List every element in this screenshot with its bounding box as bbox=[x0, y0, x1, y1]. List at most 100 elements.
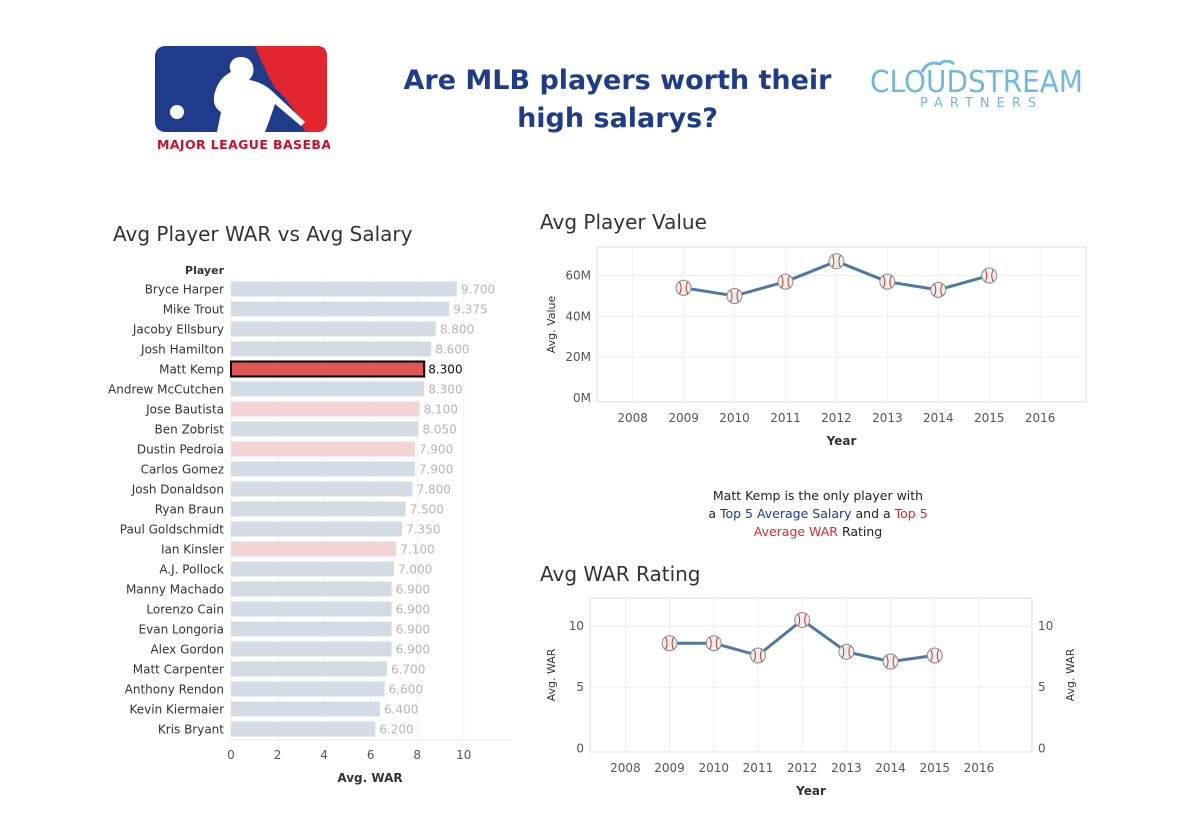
baseball-marker bbox=[879, 273, 896, 290]
baseball-seam bbox=[892, 655, 896, 668]
bar-data-label: 8.300 bbox=[428, 383, 462, 397]
annotation-war-highlight-a: Top 5 bbox=[894, 506, 928, 521]
baseball-seam bbox=[984, 269, 988, 282]
bar-category-header: Player bbox=[185, 264, 225, 277]
x-tick-label: 2015 bbox=[919, 761, 950, 775]
annotation-war-highlight-b: Average WAR bbox=[753, 524, 838, 539]
bar-category-label: Anthony Rendon bbox=[125, 683, 224, 697]
bar-data-label: 8.600 bbox=[435, 343, 469, 357]
baseball-seam bbox=[848, 645, 851, 659]
baseball-marker bbox=[838, 643, 855, 660]
bar-data-label: 6.400 bbox=[384, 703, 418, 717]
bar-category-label: Paul Goldschmidt bbox=[120, 523, 224, 537]
plot-frame bbox=[596, 246, 1087, 403]
bar-category-label: Alex Gordon bbox=[150, 643, 224, 657]
baseball-body bbox=[661, 635, 678, 652]
baseball-body bbox=[828, 253, 845, 270]
x-tick-label: 2009 bbox=[654, 761, 685, 775]
baseball-seam bbox=[753, 649, 756, 662]
baseball-marker bbox=[981, 267, 998, 284]
baseball-body bbox=[749, 647, 766, 664]
x-tick-label: 2014 bbox=[923, 411, 954, 425]
bar bbox=[231, 641, 392, 657]
bar-category-label: Kevin Kiermaier bbox=[129, 703, 224, 717]
y-axis-title: Avg. Value bbox=[545, 295, 558, 353]
x-tick-label: 2013 bbox=[831, 761, 862, 775]
annotation-line3: Average WAR Rating bbox=[660, 523, 976, 541]
bar-data-label: 6.900 bbox=[396, 623, 430, 637]
baseball-seam bbox=[940, 283, 943, 297]
bar-data-label: 9.375 bbox=[453, 303, 487, 317]
bar-category-label: Jacoby Ellsbury bbox=[132, 323, 224, 337]
bar bbox=[231, 481, 413, 497]
y-tick-label-right: 0 bbox=[1038, 741, 1046, 755]
annotation-text: Matt Kemp is the only player with a Top … bbox=[660, 487, 976, 541]
x-tick-label: 2016 bbox=[964, 761, 995, 775]
baseball-body bbox=[777, 273, 794, 290]
annotation-text-a: a bbox=[708, 506, 720, 521]
baseball-seam bbox=[804, 613, 807, 627]
baseball-seam bbox=[665, 636, 668, 650]
baseball-body bbox=[705, 635, 722, 652]
baseball-marker bbox=[675, 279, 692, 296]
x-tick-label: 2015 bbox=[974, 411, 1005, 425]
x-tick-label: 2010 bbox=[719, 411, 750, 425]
bar-category-label: Josh Donaldson bbox=[131, 483, 224, 497]
bar-category-label: Mike Trout bbox=[163, 303, 225, 317]
bar-x-tick-label: 0 bbox=[227, 748, 235, 762]
x-tick-label: 2014 bbox=[875, 761, 906, 775]
y-tick-label: 60M bbox=[565, 269, 591, 283]
bar-data-label: 6.900 bbox=[396, 603, 430, 617]
bar bbox=[231, 461, 415, 477]
baseball-marker bbox=[726, 287, 743, 304]
baseball-marker bbox=[749, 647, 766, 664]
bar-x-tick-label: 10 bbox=[456, 748, 471, 762]
baseball-seam bbox=[889, 275, 892, 288]
bar-category-label: Josh Hamilton bbox=[140, 343, 224, 357]
bar-category-label: Carlos Gomez bbox=[141, 463, 224, 477]
baseball-marker bbox=[926, 647, 943, 664]
bar bbox=[231, 681, 385, 697]
baseball-marker bbox=[661, 635, 678, 652]
x-tick-label: 2013 bbox=[872, 411, 903, 425]
bar bbox=[231, 621, 392, 637]
y-tick-label: 0 bbox=[576, 741, 584, 755]
y-tick-label-right: 10 bbox=[1038, 619, 1053, 633]
x-tick-label: 2010 bbox=[698, 761, 729, 775]
bar-category-label: A.J. Pollock bbox=[159, 563, 224, 577]
bar-x-tick-label: 4 bbox=[320, 748, 328, 762]
bar-category-label: Manny Machado bbox=[126, 583, 224, 597]
bar bbox=[231, 321, 436, 337]
baseball-seam bbox=[882, 275, 886, 288]
baseball-seam bbox=[679, 281, 682, 295]
x-tick-label: 2012 bbox=[787, 761, 818, 775]
y-tick-label: 20M bbox=[565, 350, 591, 364]
y-tick-label: 0M bbox=[573, 391, 591, 405]
bar-data-label: 7.350 bbox=[406, 523, 440, 537]
bar bbox=[231, 441, 415, 457]
bar-category-label: Evan Longoria bbox=[139, 623, 224, 637]
bar-category-label: Dustin Pedroia bbox=[137, 443, 224, 457]
baseball-seam bbox=[730, 289, 733, 303]
bar-data-label: 9.700 bbox=[461, 283, 495, 297]
baseball-seam bbox=[933, 283, 937, 297]
bar bbox=[231, 301, 450, 317]
baseball-marker bbox=[705, 635, 722, 652]
baseball-seam bbox=[709, 636, 712, 650]
cloudstream-logo-name: CLOUDSTREAM bbox=[870, 65, 1083, 100]
baseball-body bbox=[726, 287, 743, 304]
baseball-seam bbox=[838, 255, 841, 268]
x-tick-label: 2009 bbox=[668, 411, 699, 425]
x-tick-label: 2011 bbox=[770, 411, 801, 425]
annotation-salary-highlight: Top 5 Average Salary bbox=[719, 506, 852, 521]
bar-data-label: 7.900 bbox=[419, 463, 453, 477]
bar-category-label: Ryan Braun bbox=[155, 503, 224, 517]
baseball-seam bbox=[685, 281, 689, 295]
x-tick-label: 2008 bbox=[617, 411, 648, 425]
baseball-marker bbox=[794, 612, 811, 628]
mlb-logo-text: MAJOR LEAGUE BASEBALL bbox=[157, 137, 330, 152]
bar-data-label: 6.900 bbox=[396, 583, 430, 597]
baseball-seam bbox=[886, 655, 889, 668]
